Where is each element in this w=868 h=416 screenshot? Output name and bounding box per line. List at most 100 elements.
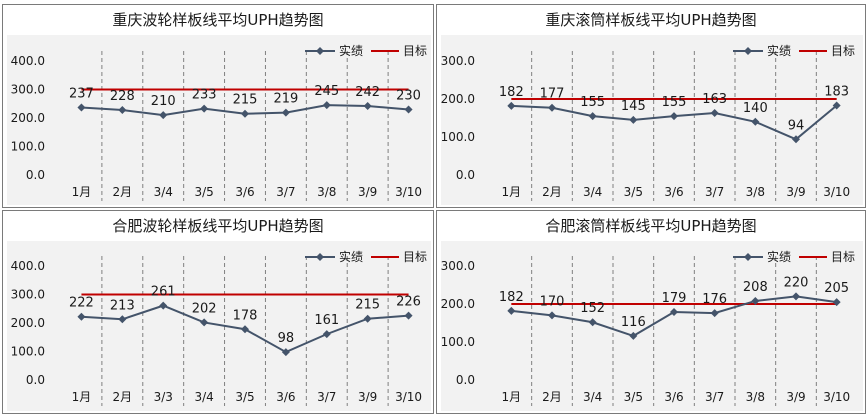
- data-point-marker: [322, 101, 331, 110]
- data-label: 208: [743, 280, 768, 295]
- data-label: 205: [824, 281, 849, 296]
- x-tick-label: 3/6: [664, 390, 683, 404]
- data-label: 210: [151, 94, 176, 109]
- y-tick-label: 0.0: [26, 168, 45, 182]
- data-point-marker: [159, 301, 168, 310]
- x-tick-label: 3/9: [358, 390, 377, 404]
- x-tick-label: 3/5: [624, 390, 643, 404]
- x-tick-label: 3/4: [583, 185, 602, 199]
- x-tick-label: 3/5: [624, 185, 643, 199]
- x-tick-label: 2月: [113, 390, 133, 404]
- data-label: 242: [355, 85, 380, 100]
- data-point-marker: [710, 309, 719, 318]
- x-tick-label: 1月: [502, 390, 522, 404]
- data-point-marker: [118, 106, 127, 115]
- line-chart: 300.0 200.0 100.0 0.0 1月 2月 3/4 3/5 3/6 3/7 3/8 3/9…: [441, 249, 855, 406]
- x-tick-label: 3/3: [154, 390, 173, 404]
- chart-title: 合肥波轮样板线平均UPH趋势图: [112, 217, 324, 235]
- x-tick-label: 3/8: [317, 185, 336, 199]
- data-label: 152: [580, 301, 605, 316]
- data-label: 202: [192, 301, 217, 316]
- data-point-marker: [507, 306, 516, 315]
- x-tick-label: 3/9: [358, 185, 377, 199]
- data-label: 155: [580, 95, 605, 110]
- legend-target-label: 目标: [831, 250, 855, 264]
- x-tick-label: 2月: [113, 185, 133, 199]
- data-label: 230: [396, 88, 421, 103]
- y-tick-label: 300.0: [11, 83, 45, 97]
- x-tick-label: 3/5: [235, 390, 254, 404]
- legend-actual-marker: [744, 253, 752, 261]
- data-point-marker: [588, 112, 597, 121]
- x-tick-label: 3/6: [235, 185, 254, 199]
- y-tick-label: 200.0: [441, 297, 475, 311]
- data-point-marker: [832, 101, 841, 110]
- data-label: 163: [702, 92, 727, 107]
- x-tick-label: 3/4: [583, 390, 602, 404]
- data-point-marker: [751, 117, 760, 126]
- line-chart: 400.0 300.0 200.0 100.0 0.0 1月 2月 3/4 3/5 3/6 3/7 3…: [11, 43, 427, 201]
- data-point-marker: [588, 318, 597, 327]
- chart-panel-cq-wave: 重庆波轮样板线平均UPH趋势图 400.0 300.0 200.0 100.0 0.0 1…: [2, 4, 434, 208]
- data-label: 213: [110, 298, 135, 313]
- y-tick-label: 400.0: [11, 259, 45, 273]
- legend-actual-label: 实绩: [339, 249, 363, 264]
- data-point-marker: [77, 312, 86, 321]
- data-point-marker: [670, 307, 678, 316]
- legend-actual-label: 实绩: [767, 249, 791, 264]
- data-point-marker: [670, 112, 678, 121]
- line-chart: 300.0 200.0 100.0 0.0 1月 2月 3/4 3/5 3/6 3/7 3/8 3/9…: [441, 43, 855, 201]
- data-point-marker: [404, 311, 413, 320]
- chart-title: 重庆滚筒样板线平均UPH趋势图: [545, 11, 757, 29]
- data-label: 222: [69, 296, 94, 311]
- data-point-marker: [363, 314, 372, 323]
- data-point-marker: [548, 103, 556, 112]
- chart-title: 重庆波轮样板线平均UPH趋势图: [112, 11, 324, 29]
- data-point-marker: [792, 292, 800, 301]
- data-label: 182: [499, 290, 524, 305]
- x-tick-label: 3/10: [823, 390, 850, 404]
- x-tick-label: 3/10: [395, 390, 422, 404]
- data-label: 178: [233, 308, 258, 323]
- data-label: 226: [396, 295, 421, 310]
- x-tick-label: 3/7: [317, 390, 336, 404]
- legend-actual-marker: [316, 47, 324, 55]
- x-tick-label: 3/9: [786, 185, 805, 199]
- line-chart: 400.0 300.0 200.0 100.0 0.0 1月 2月 3/3 3/4 3/5 3/6 3…: [11, 249, 427, 406]
- data-point-marker: [241, 109, 249, 118]
- data-point-marker: [548, 311, 556, 320]
- x-tick-label: 1月: [502, 185, 522, 199]
- y-tick-label: 100.0: [11, 345, 45, 359]
- chart-title: 合肥滚筒样板线平均UPH趋势图: [545, 217, 757, 235]
- y-tick-label: 200.0: [441, 92, 475, 106]
- data-point-marker: [363, 102, 372, 111]
- data-label: 261: [151, 285, 176, 300]
- plot-area: [441, 35, 863, 205]
- x-tick-label: 3/8: [746, 390, 765, 404]
- data-point-marker: [832, 298, 841, 307]
- legend-target-label: 目标: [403, 250, 427, 264]
- y-tick-label: 100.0: [441, 130, 475, 144]
- x-tick-label: 3/4: [194, 390, 213, 404]
- y-tick-label: 100.0: [11, 140, 45, 154]
- data-point-marker: [792, 135, 800, 144]
- data-label: 176: [702, 292, 727, 307]
- data-point-marker: [77, 103, 86, 112]
- data-label: 215: [355, 298, 380, 313]
- x-tick-label: 3/6: [276, 390, 295, 404]
- plot-area: [7, 241, 431, 411]
- legend-target-label: 目标: [403, 44, 427, 58]
- data-point-marker: [281, 108, 290, 117]
- data-label: 182: [499, 85, 524, 100]
- data-label: 170: [540, 294, 565, 309]
- y-tick-label: 300.0: [11, 288, 45, 302]
- chart-panel-hf-drum: 合肥滚筒样板线平均UPH趋势图 300.0 200.0 100.0 0.0 1月 2月 3/…: [436, 210, 866, 414]
- y-tick-label: 300.0: [441, 259, 475, 273]
- data-point-marker: [751, 296, 760, 305]
- chart-panel-hf-wave: 合肥波轮样板线平均UPH趋势图 400.0 300.0 200.0 100.0 0.0 1…: [2, 210, 434, 414]
- legend-target-label: 目标: [831, 44, 855, 58]
- data-point-marker: [629, 331, 638, 340]
- legend-actual-label: 实绩: [767, 43, 791, 58]
- chart-panel-cq-drum: 重庆滚筒样板线平均UPH趋势图 300.0 200.0 100.0 0.0 1月 2月 3/…: [436, 4, 866, 208]
- y-tick-label: 200.0: [11, 111, 45, 125]
